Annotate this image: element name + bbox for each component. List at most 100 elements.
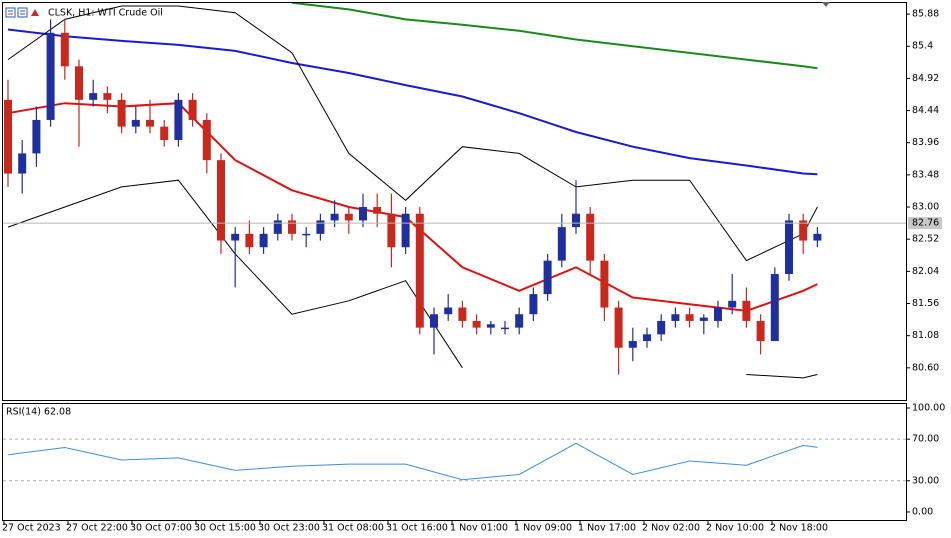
candle-body xyxy=(259,233,268,248)
candle-body xyxy=(359,207,367,221)
indicator-line xyxy=(7,28,818,176)
candle-body xyxy=(316,220,325,234)
candle-body xyxy=(643,334,651,342)
candle-body xyxy=(586,213,595,261)
candle-body xyxy=(188,99,197,120)
candle-body xyxy=(202,119,211,161)
x-tick-label: 1 Nov 09:00 xyxy=(514,523,572,534)
candle-body xyxy=(273,220,282,234)
candle-body xyxy=(217,160,225,241)
y-tick-label: 83.96 xyxy=(912,137,939,148)
candle-body xyxy=(103,93,112,100)
candle-body xyxy=(60,32,69,67)
x-tick-label: 31 Oct 08:00 xyxy=(322,523,384,534)
y-tick-label: 80.60 xyxy=(912,362,939,373)
y-tick-label: 84.92 xyxy=(912,73,939,84)
candle-body xyxy=(515,314,524,328)
indicator-line xyxy=(7,179,818,379)
rsi-y-tick-label: 100.00 xyxy=(912,402,945,413)
candle-body xyxy=(302,233,311,236)
candle-body xyxy=(785,220,793,275)
last-price-box xyxy=(908,217,942,230)
candle-body xyxy=(728,300,737,308)
candle-body xyxy=(430,314,438,328)
candle-body xyxy=(628,341,637,348)
candle-body xyxy=(89,93,98,100)
price-panel xyxy=(2,2,907,401)
chart-title: CLSK, H1: WTI Crude Oil xyxy=(48,8,163,19)
x-tick-label: 1 Nov 01:00 xyxy=(450,523,508,534)
candle-body xyxy=(387,213,396,248)
candle-body xyxy=(714,307,722,321)
price-plot xyxy=(4,3,822,379)
candle-body xyxy=(32,119,41,154)
indicator-line xyxy=(7,5,818,262)
x-tick-label: 2 Nov 02:00 xyxy=(642,523,700,534)
scroll-marker xyxy=(822,2,830,7)
candle-body xyxy=(160,126,169,141)
y-tick-label: 81.56 xyxy=(912,298,939,309)
x-tick-label: 1 Nov 17:00 xyxy=(578,523,636,534)
x-tick-label: 2 Nov 10:00 xyxy=(706,523,764,534)
x-tick-label: 27 Oct 2023 xyxy=(2,523,61,534)
candle-body xyxy=(344,213,353,221)
candle-body xyxy=(486,324,495,328)
candle-body xyxy=(799,220,808,241)
candle-body xyxy=(529,294,538,315)
y-tick-label: 83.00 xyxy=(912,202,939,213)
y-tick-label: 85.4 xyxy=(912,41,933,52)
candle-body xyxy=(288,220,296,234)
candle-body xyxy=(671,314,680,321)
candle-body xyxy=(699,317,708,321)
rsi-y-tick-label: 70.00 xyxy=(912,434,939,445)
x-tick-label: 30 Oct 15:00 xyxy=(194,523,256,534)
candle-body xyxy=(501,327,509,330)
candle-body xyxy=(458,307,467,321)
y-tick-label: 83.48 xyxy=(912,169,939,180)
y-tick-label: 85.88 xyxy=(912,9,939,20)
y-tick-label: 82.52 xyxy=(912,234,939,245)
candle-body xyxy=(444,307,453,315)
candle-body xyxy=(543,260,552,295)
candle-body xyxy=(75,66,83,100)
candle-body xyxy=(174,99,183,141)
rsi-label: RSI(14) 62.08 xyxy=(6,407,71,418)
candle-body xyxy=(415,213,424,328)
y-tick-label: 81.08 xyxy=(912,330,939,341)
x-tick-label: 2 Nov 18:00 xyxy=(770,523,828,534)
candle-body xyxy=(131,119,140,127)
candle-body xyxy=(146,119,154,127)
x-tick-label: 27 Oct 22:00 xyxy=(66,523,128,534)
y-tick-label: 84.44 xyxy=(912,105,939,116)
candle-body xyxy=(614,307,623,348)
x-tick-label: 31 Oct 16:00 xyxy=(386,523,448,534)
candle-body xyxy=(117,99,126,127)
candle-body xyxy=(46,32,55,120)
toolbar-icons xyxy=(5,7,39,18)
candle-body xyxy=(756,320,765,342)
rsi-y-tick-label: 30.00 xyxy=(912,475,939,486)
candle-body xyxy=(231,233,240,241)
candle-body xyxy=(18,153,27,174)
candle-body xyxy=(742,300,751,321)
y-tick-label: 82.04 xyxy=(912,266,939,277)
candle-body xyxy=(373,207,382,214)
candle-body xyxy=(401,213,410,248)
x-tick-label: 30 Oct 23:00 xyxy=(258,523,320,534)
indicator-line xyxy=(7,102,818,312)
candle-body xyxy=(813,233,822,241)
candle-body xyxy=(657,320,666,335)
candle-body xyxy=(4,99,12,174)
indicator-line xyxy=(291,3,818,70)
candle-body xyxy=(557,227,566,261)
candle-body xyxy=(770,274,779,342)
rsi-line xyxy=(7,442,818,481)
candle-body xyxy=(472,320,481,328)
rsi-y-tick-label: 0.00 xyxy=(912,506,933,517)
x-tick-label: 30 Oct 07:00 xyxy=(130,523,192,534)
candle-body xyxy=(330,213,339,221)
rsi-panel xyxy=(2,403,907,521)
last-price-label: 82.76 xyxy=(912,218,939,229)
candle-body xyxy=(245,233,254,248)
